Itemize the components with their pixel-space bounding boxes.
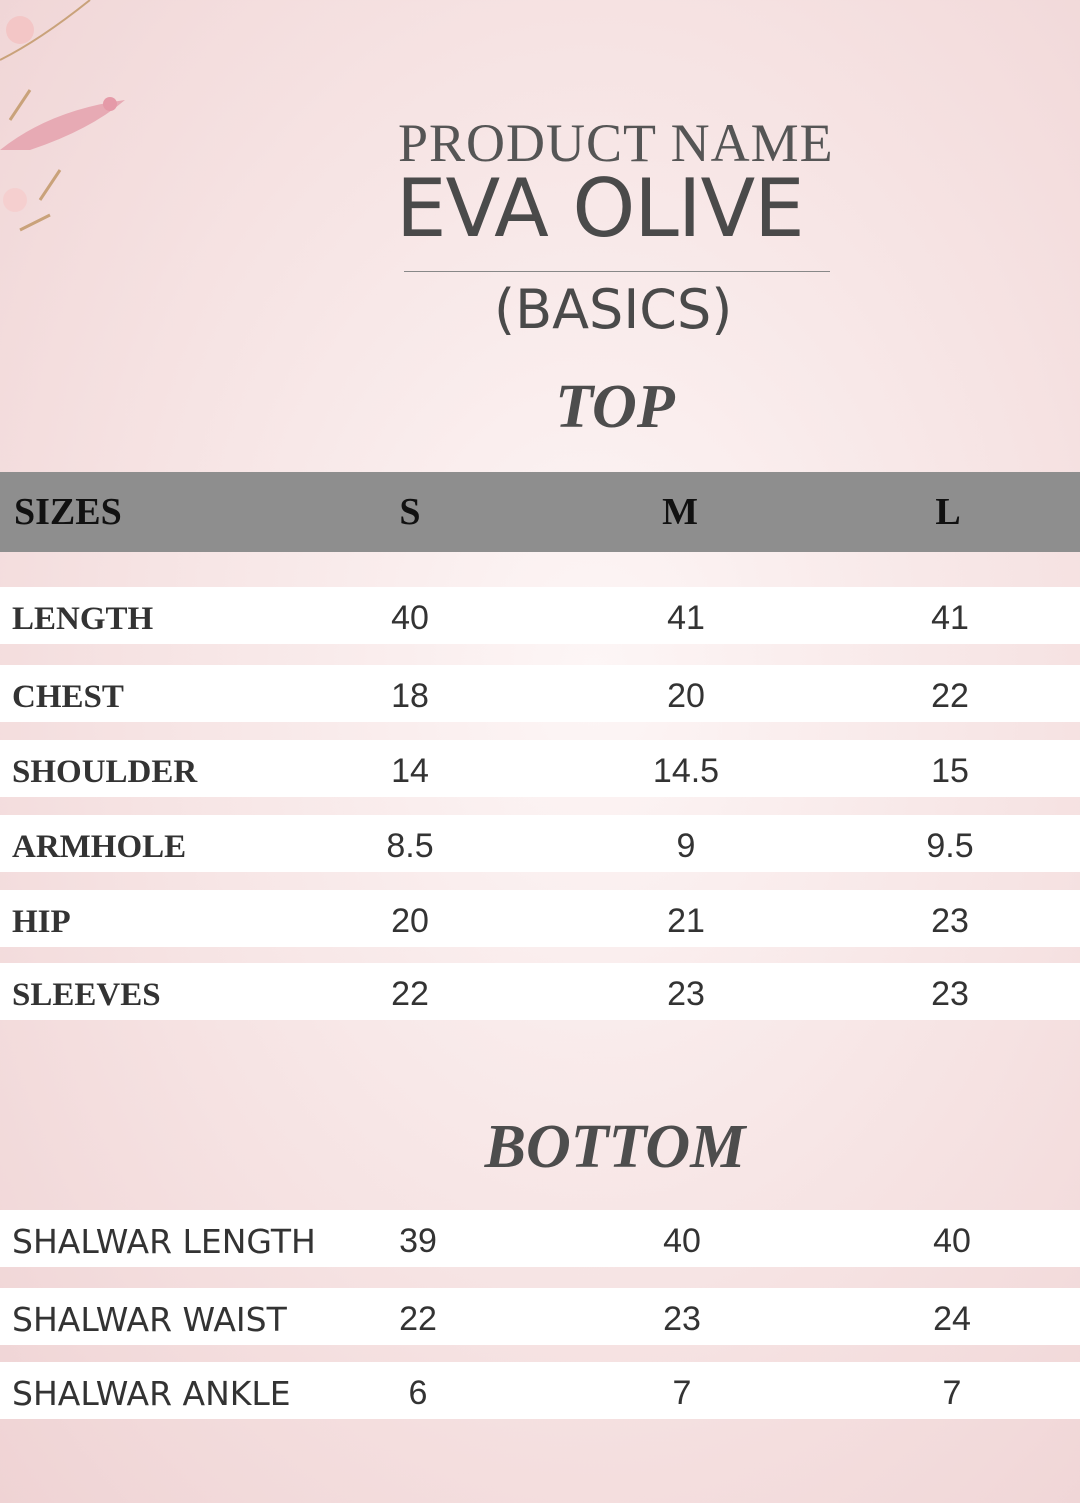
table-row: SHALWAR ANKLE 6 7 7 [0, 1362, 1080, 1419]
size-m-value: 9 [676, 827, 696, 865]
header-s: S [399, 491, 421, 533]
table-row: SHALWAR WAIST 22 23 24 [0, 1288, 1080, 1345]
size-s-value: 20 [391, 902, 429, 940]
size-l-value: 41 [931, 599, 969, 637]
size-m-value: 40 [663, 1222, 701, 1260]
floral-bird-decoration [0, 0, 125, 232]
header-sizes: SIZES [14, 491, 122, 533]
size-l-value: 23 [931, 902, 969, 940]
table-row: SHOULDER 14 14.5 15 [0, 740, 1080, 797]
size-l-value: 23 [931, 975, 969, 1013]
size-s-value: 22 [391, 975, 429, 1013]
row-label: CHEST [12, 679, 124, 715]
size-m-value: 20 [667, 677, 705, 715]
size-m-value: 14.5 [652, 752, 720, 790]
size-s-value: 14 [391, 752, 429, 790]
size-header-bar: SIZES S M L [0, 472, 1080, 552]
bottom-section-title: BOTTOM [484, 1113, 746, 1181]
row-label: LENGTH [12, 601, 154, 637]
table-row: ARMHOLE 8.5 9 9.5 [0, 815, 1080, 872]
row-label: ARMHOLE [12, 829, 187, 865]
row-label: SHALWAR WAIST [12, 1300, 287, 1339]
row-label: HIP [12, 904, 71, 940]
size-m-value: 41 [667, 599, 705, 637]
size-l-value: 24 [933, 1300, 971, 1338]
size-s-value: 18 [391, 677, 429, 715]
divider [404, 271, 830, 272]
size-s-value: 40 [391, 599, 429, 637]
size-l-value: 22 [931, 677, 969, 715]
size-l-value: 15 [931, 752, 969, 790]
size-s-value: 39 [399, 1222, 437, 1260]
size-s-value: 6 [408, 1374, 428, 1412]
table-row: CHEST 18 20 22 [0, 665, 1080, 722]
product-name: EVA OLIVE [396, 162, 805, 255]
top-section-title: TOP [555, 373, 675, 441]
header-l: L [935, 491, 961, 533]
product-line: (BASICS) [494, 278, 733, 341]
size-m-value: 7 [672, 1374, 692, 1412]
size-m-value: 21 [667, 902, 705, 940]
table-row: SHALWAR LENGTH 39 40 40 [0, 1210, 1080, 1267]
row-label: SHOULDER [12, 754, 198, 790]
row-label: SLEEVES [12, 977, 161, 1013]
size-s-value: 8.5 [386, 827, 434, 865]
size-l-value: 40 [933, 1222, 971, 1260]
table-row: SLEEVES 22 23 23 [0, 963, 1080, 1020]
row-label: SHALWAR ANKLE [12, 1374, 291, 1413]
header-m: M [662, 491, 698, 533]
row-label: SHALWAR LENGTH [12, 1222, 316, 1261]
size-l-value: 9.5 [926, 827, 974, 865]
size-s-value: 22 [399, 1300, 437, 1338]
table-row: HIP 20 21 23 [0, 890, 1080, 947]
size-m-value: 23 [663, 1300, 701, 1338]
product-name-label: PRODUCT NAME [398, 113, 834, 173]
table-row: LENGTH 40 41 41 [0, 587, 1080, 644]
size-l-value: 7 [942, 1374, 962, 1412]
size-m-value: 23 [667, 975, 705, 1013]
